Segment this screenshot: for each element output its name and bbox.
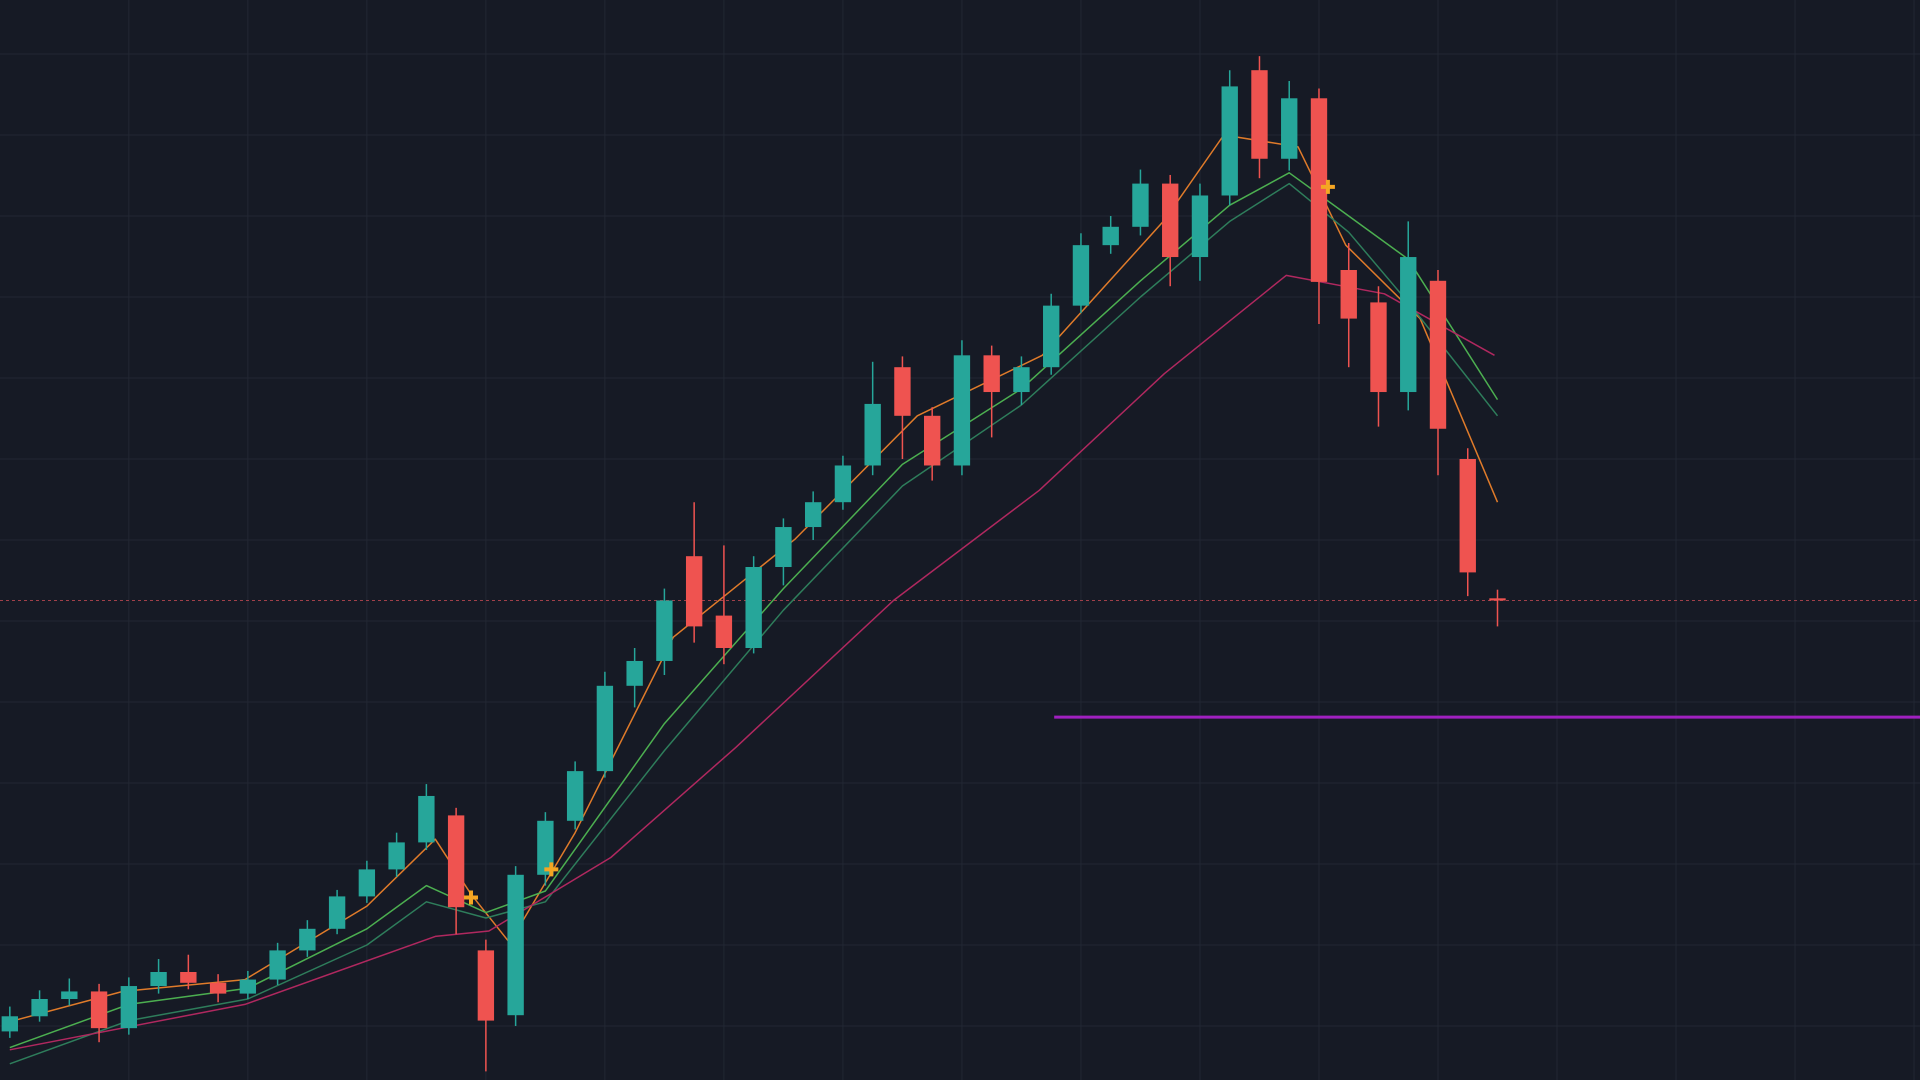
candle-body: [269, 950, 286, 980]
moving-average-line: [9, 172, 1499, 1049]
candle-body: [1340, 270, 1357, 319]
candle-body: [715, 615, 733, 648]
candle-body: [1013, 367, 1030, 393]
moving-average-line: [9, 274, 1495, 1051]
candle-body: [180, 972, 197, 983]
candle-body: [1429, 280, 1447, 429]
candle-body: [120, 986, 138, 1029]
candle-body: [953, 355, 971, 466]
candle-body: [537, 820, 554, 875]
candle-body: [626, 660, 643, 686]
candle-body: [775, 527, 792, 567]
candle-body: [566, 771, 584, 821]
moving-average-line: [9, 134, 1499, 1023]
candle-body: [299, 928, 316, 951]
candle-body: [388, 842, 405, 870]
candle-body: [447, 815, 465, 908]
candle-body: [1251, 70, 1268, 159]
candle-body: [1043, 305, 1060, 368]
candle-body: [1310, 98, 1328, 282]
candle-body: [1281, 98, 1298, 159]
candle-body: [61, 991, 78, 999]
candle-body: [90, 991, 108, 1029]
moving-average-line: [9, 182, 1499, 1065]
candle-body: [1370, 302, 1387, 393]
candle-body: [685, 556, 703, 627]
candle-body: [358, 869, 376, 897]
candle-body: [923, 415, 941, 466]
signal-marker: [544, 862, 559, 877]
candle-body: [1459, 459, 1476, 573]
candle-body: [864, 403, 881, 466]
signal-marker: [1320, 179, 1335, 194]
candle-body: [239, 979, 257, 994]
candle-body: [1221, 86, 1238, 196]
candle-body: [1162, 183, 1179, 258]
candle-body: [507, 874, 524, 1016]
candle-body: [1132, 183, 1149, 227]
candle-body: [1191, 195, 1209, 258]
candle-body: [31, 999, 48, 1017]
candle-body: [656, 600, 673, 661]
candle-body: [983, 355, 1000, 393]
candle-body: [596, 685, 614, 772]
candle-body: [1489, 598, 1506, 601]
candle-body: [894, 367, 911, 416]
candle-body: [150, 972, 167, 987]
candle-body: [477, 950, 495, 1021]
candle-body: [1072, 245, 1090, 306]
candle-body: [804, 502, 822, 528]
candle-body: [745, 567, 762, 648]
candle-body: [1, 1016, 19, 1032]
candle-body: [418, 795, 435, 843]
candle-body: [1102, 226, 1119, 246]
signal-marker: [464, 890, 478, 905]
candle-body: [209, 982, 227, 994]
candle-body: [834, 465, 852, 503]
candle-body: [1400, 257, 1417, 393]
candle-body: [328, 896, 346, 929]
